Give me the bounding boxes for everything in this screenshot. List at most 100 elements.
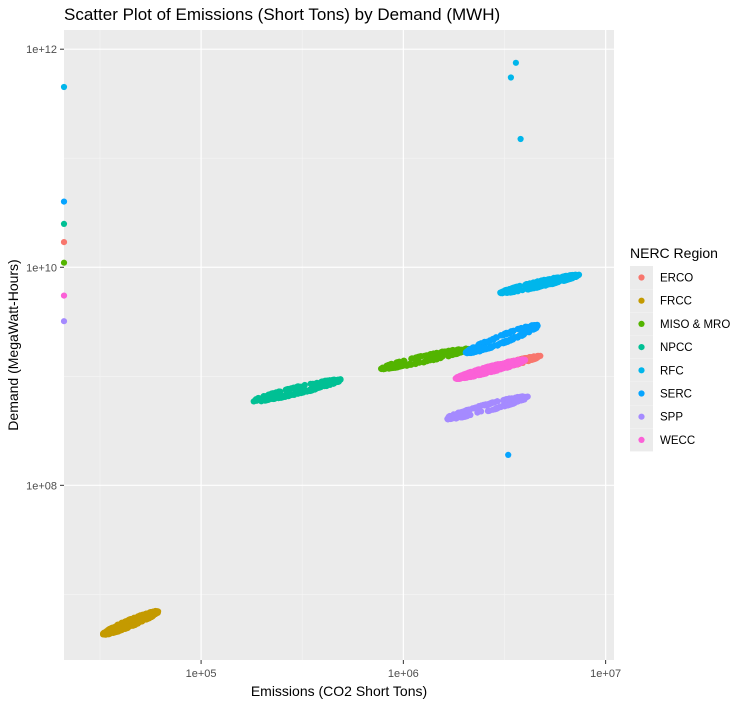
legend-swatch-frcc xyxy=(638,297,645,304)
point-erco xyxy=(537,352,544,359)
point-miso-mro xyxy=(434,355,441,362)
legend-swatch-rfc xyxy=(638,367,645,374)
point-npcc xyxy=(277,388,284,395)
point-spp xyxy=(478,402,485,409)
point-npcc xyxy=(263,393,270,400)
point-miso-mro xyxy=(412,354,419,361)
point-rfc xyxy=(552,275,559,282)
point-spp xyxy=(506,401,513,408)
point-miso-mro xyxy=(445,353,452,360)
point-spp xyxy=(458,413,465,420)
point-miso-mro xyxy=(428,351,435,358)
y-tick-label: 1e+12 xyxy=(26,44,57,56)
point-serc xyxy=(467,348,474,356)
point-frcc xyxy=(115,627,122,634)
point-frcc xyxy=(131,614,138,622)
point-rfc xyxy=(547,281,554,288)
point-wecc xyxy=(508,359,515,366)
point-npcc xyxy=(284,387,291,394)
point-erco xyxy=(60,239,68,246)
legend-swatch-npcc xyxy=(638,344,645,351)
point-frcc xyxy=(102,631,109,638)
point-npcc xyxy=(273,394,280,401)
point-serc xyxy=(488,344,495,351)
point-frcc xyxy=(123,623,130,630)
point-rfc xyxy=(507,74,514,81)
point-npcc xyxy=(252,396,259,403)
point-spp xyxy=(478,408,485,415)
legend-label-npcc: NPCC xyxy=(660,342,693,354)
point-spp xyxy=(505,396,512,403)
y-axis-title: Demand (MegaWatt-Hours) xyxy=(5,259,21,430)
point-frcc xyxy=(141,611,148,619)
legend-label-wecc: WECC xyxy=(660,435,695,447)
legend-swatch-miso-mro xyxy=(638,320,645,327)
point-miso-mro xyxy=(448,347,455,354)
point-frcc xyxy=(146,612,153,619)
point-rfc xyxy=(60,83,68,91)
legend: NERC Region ERCO FRCC MISO & MRO NPCC RFC SER… xyxy=(630,245,730,452)
point-rfc xyxy=(526,280,533,287)
point-wecc xyxy=(494,367,501,374)
legend-label-erco: ERCO xyxy=(660,273,693,285)
legend-title: NERC Region xyxy=(630,245,718,261)
point-spp xyxy=(472,404,479,411)
point-frcc xyxy=(105,626,113,633)
point-rfc xyxy=(507,289,514,296)
y-tick-label: 1e+10 xyxy=(26,262,57,274)
point-wecc xyxy=(502,359,509,367)
plot-panel xyxy=(64,30,614,660)
point-spp xyxy=(461,407,468,415)
point-spp xyxy=(493,405,500,412)
point-serc xyxy=(491,335,498,342)
legend-label-serc: SERC xyxy=(660,389,692,401)
point-rfc xyxy=(542,282,549,289)
point-serc xyxy=(500,331,507,339)
point-wecc xyxy=(520,357,527,365)
x-tick-label: 1e+05 xyxy=(186,668,217,680)
point-npcc xyxy=(303,387,310,394)
y-axis: 1e+08 1e+10 1e+12 xyxy=(26,44,64,492)
point-npcc xyxy=(268,391,276,398)
point-rfc xyxy=(540,276,548,283)
point-spp xyxy=(485,407,492,414)
point-serc xyxy=(510,327,517,334)
legend-swatch-serc xyxy=(638,390,645,397)
point-serc xyxy=(530,322,537,329)
point-spp xyxy=(490,399,498,406)
point-npcc xyxy=(282,393,289,400)
point-serc xyxy=(505,451,512,458)
x-tick-label: 1e+07 xyxy=(590,668,621,680)
point-wecc xyxy=(60,292,68,299)
point-rfc xyxy=(517,135,524,143)
legend-label-spp: SPP xyxy=(660,412,683,424)
point-frcc xyxy=(150,608,157,615)
point-miso-mro xyxy=(379,364,386,371)
point-spp xyxy=(486,400,493,407)
point-wecc xyxy=(487,368,494,376)
chart-title: Scatter Plot of Emissions (Short Tons) b… xyxy=(64,5,500,24)
point-rfc xyxy=(533,284,540,291)
point-npcc xyxy=(297,389,305,396)
point-rfc xyxy=(562,276,569,283)
point-spp xyxy=(463,412,470,420)
grid-minor xyxy=(64,30,614,660)
legend-label-frcc: FRCC xyxy=(660,296,692,308)
point-miso-mro xyxy=(427,357,434,364)
point-serc xyxy=(507,337,514,344)
point-erco xyxy=(531,354,539,361)
point-miso-mro xyxy=(395,360,402,367)
point-wecc xyxy=(481,365,488,372)
point-npcc xyxy=(292,390,299,397)
point-rfc xyxy=(524,286,531,293)
point-miso-mro xyxy=(407,361,414,368)
point-frcc xyxy=(138,618,145,625)
legend-swatch-spp xyxy=(638,413,645,420)
point-npcc xyxy=(294,383,301,390)
point-spp xyxy=(466,406,473,413)
point-spp xyxy=(60,318,68,325)
grid-major xyxy=(64,30,614,660)
point-frcc xyxy=(130,621,137,629)
point-frcc xyxy=(124,617,131,624)
point-wecc xyxy=(499,365,506,372)
